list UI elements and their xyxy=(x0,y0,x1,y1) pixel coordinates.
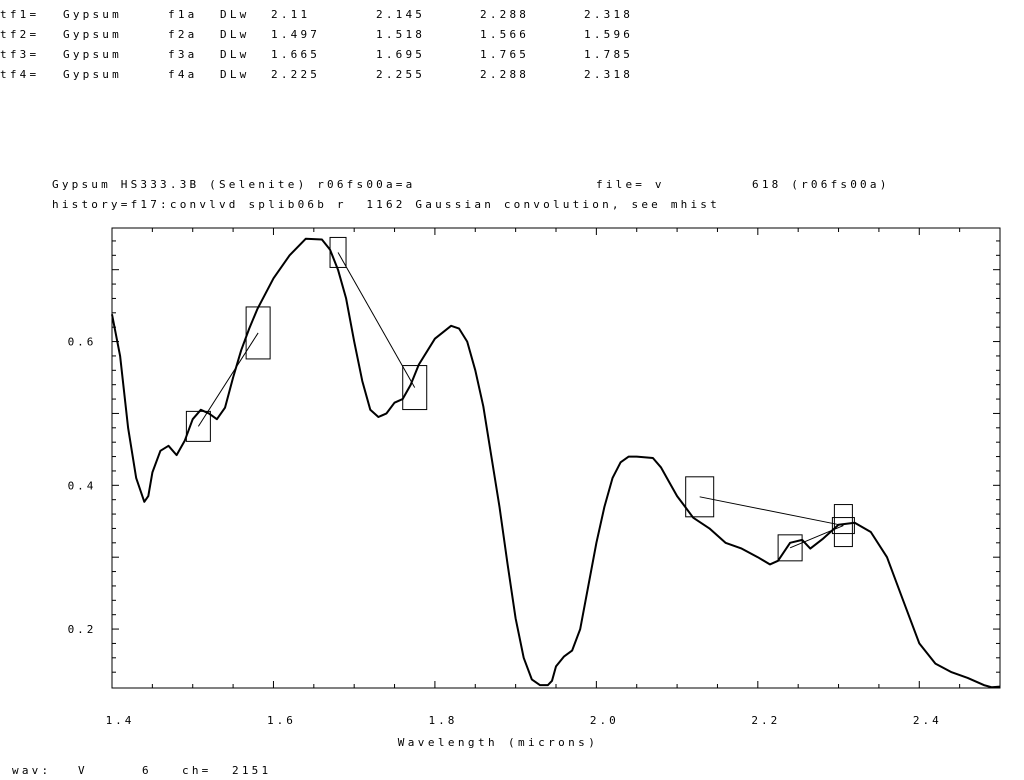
feature-box xyxy=(831,517,855,535)
feature-value-1: 1.497 xyxy=(271,28,321,41)
feature-box xyxy=(833,504,853,548)
feature-id: tf3= xyxy=(0,48,40,61)
feature-value-3: 2.288 xyxy=(480,68,530,81)
spectrum-history: history=f17:convlvd splib06b r 1162 Gaus… xyxy=(52,198,720,211)
y-tick-label: 0.2 xyxy=(68,623,97,636)
feature-id: tf4= xyxy=(0,68,40,81)
spectrum-file-label: file= v xyxy=(596,178,665,191)
feature-value-2: 1.695 xyxy=(376,48,426,61)
feature-box xyxy=(685,476,715,518)
feature-row: tf3= Gypsum f3a DLw 1.665 1.695 1.765 1.… xyxy=(0,48,700,68)
feature-name: f1a xyxy=(168,8,198,21)
axes: 1.4 1.6 1.8 2.0 2.2 2.4 0.2 0.4 0.6 xyxy=(68,228,1001,727)
channel-label: ch= xyxy=(182,764,212,777)
feature-row: tf1= Gypsum f1a DLw 2.11 2.145 2.288 2.3… xyxy=(0,8,700,28)
feature-value-4: 1.785 xyxy=(584,48,634,61)
spectrum-series xyxy=(111,237,1001,689)
spectrum-line xyxy=(111,237,1001,689)
feature-type: DLw xyxy=(220,68,250,81)
feature-continuum-line xyxy=(337,252,416,388)
wav-label: wav: xyxy=(12,764,52,777)
feature-id: tf1= xyxy=(0,8,40,21)
x-tick-label: 1.4 xyxy=(106,714,135,727)
feature-type: DLw xyxy=(220,28,250,41)
feature-value-1: 1.665 xyxy=(271,48,321,61)
feature-continuum-line xyxy=(699,496,844,527)
x-tick-label: 1.6 xyxy=(267,714,296,727)
x-tick-label: 2.0 xyxy=(590,714,619,727)
feature-material: Gypsum xyxy=(63,28,122,41)
feature-value-3: 1.566 xyxy=(480,28,530,41)
plot-frame xyxy=(111,227,1001,689)
feature-value-2: 2.145 xyxy=(376,8,426,21)
x-tick-label: 2.4 xyxy=(913,714,942,727)
feature-type: DLw xyxy=(220,48,250,61)
x-tick-label: 1.8 xyxy=(428,714,457,727)
y-tick-label: 0.4 xyxy=(68,479,97,492)
feature-material: Gypsum xyxy=(63,8,122,21)
feature-id: tf2= xyxy=(0,28,40,41)
spectrum-file-id: 618 (r06fs00a) xyxy=(752,178,890,191)
feature-value-2: 1.518 xyxy=(376,28,426,41)
feature-name: f4a xyxy=(168,68,198,81)
channel-count: 2151 xyxy=(232,764,272,777)
x-tick-label: 2.2 xyxy=(751,714,780,727)
feature-value-4: 2.318 xyxy=(584,8,634,21)
feature-name: f3a xyxy=(168,48,198,61)
feature-value-4: 1.596 xyxy=(584,28,634,41)
feature-type: DLw xyxy=(220,8,250,21)
feature-material: Gypsum xyxy=(63,48,122,61)
feature-markers xyxy=(185,236,855,562)
y-tick-label: 0.6 xyxy=(68,336,97,349)
feature-row: tf4= Gypsum f4a DLw 2.225 2.255 2.288 2.… xyxy=(0,68,700,88)
feature-value-1: 2.225 xyxy=(271,68,321,81)
feature-value-4: 2.318 xyxy=(584,68,634,81)
feature-box xyxy=(777,534,803,562)
wav-number: 6 xyxy=(142,764,152,777)
spectrum-title: Gypsum HS333.3B (Selenite) r06fs00a=a xyxy=(52,178,416,191)
feature-value-3: 2.288 xyxy=(480,8,530,21)
feature-material: Gypsum xyxy=(63,68,122,81)
feature-value-3: 1.765 xyxy=(480,48,530,61)
feature-name: f2a xyxy=(168,28,198,41)
feature-value-2: 2.255 xyxy=(376,68,426,81)
feature-value-1: 2.11 xyxy=(271,8,311,21)
feature-continuum-line xyxy=(197,332,259,427)
x-axis-label: Wavelength (microns) xyxy=(398,736,598,749)
feature-box xyxy=(402,365,428,411)
feature-row: tf2= Gypsum f2a DLw 1.497 1.518 1.566 1.… xyxy=(0,28,700,48)
wav-value: V xyxy=(78,764,88,777)
